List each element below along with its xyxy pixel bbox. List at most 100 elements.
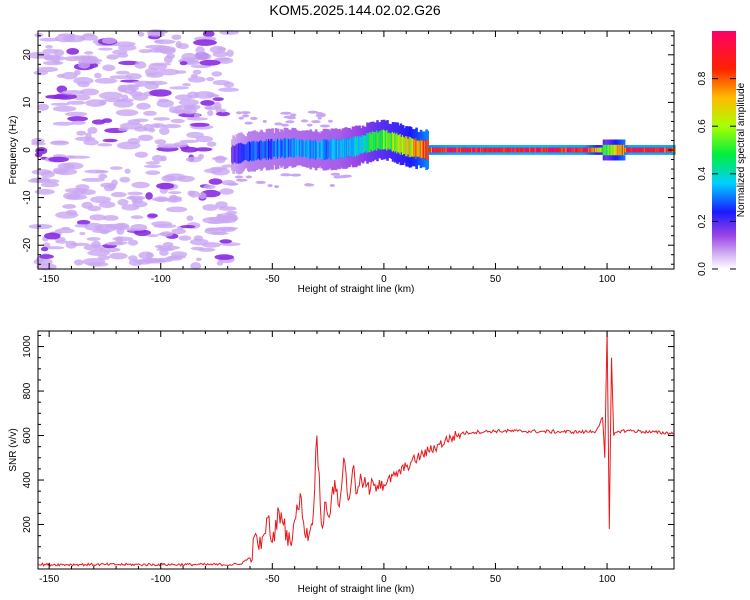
noise-cell [39,37,60,42]
noise-cell [290,113,297,117]
noise-cell [79,189,96,196]
noise-cell [116,141,141,150]
noise-cell [207,110,214,117]
noise-cell [281,123,289,127]
noise-cell [77,81,90,88]
noise-cell [87,205,102,212]
noise-cell [86,262,109,267]
noise-cell [200,100,215,106]
noise-cell [170,118,185,124]
noise-cell [63,192,81,200]
y-tick-label: 600 [22,427,33,444]
noise-cell [154,196,169,203]
noise-cell [171,228,186,235]
noise-cell [317,116,322,120]
noise-cell [315,112,324,115]
noise-cell [157,245,181,250]
noise-cell [194,147,213,152]
noise-cell [53,168,78,176]
noise-cell [166,53,175,60]
noise-cell [274,185,280,189]
noise-cell [109,252,128,260]
noise-cell [156,182,175,190]
noise-cell [137,31,145,37]
y-tick-label: 200 [22,516,33,533]
x-tick-label: 0 [381,274,387,285]
noise-cell [150,123,166,128]
x-tick-label: 100 [599,274,616,285]
noise-cell [300,119,309,123]
noise-cell [53,49,65,57]
noise-cell [174,94,193,101]
noise-cell [143,110,157,116]
noise-cell [106,54,119,60]
noise-cell [89,214,107,221]
x-tick-label: 50 [490,274,502,285]
noise-cell [210,166,228,170]
noise-cell [85,132,92,141]
noise-cell [130,215,144,220]
colorbar-tick-label: 0.2 [697,214,708,228]
noise-cell [98,201,116,208]
noise-cell [307,123,313,127]
noise-cell [44,232,61,240]
noise-cell [138,49,153,54]
noise-cell [97,255,110,261]
noise-cell [192,69,202,75]
noise-cell [189,238,209,246]
top-x-axis-label: Height of straight line (km) [298,284,415,295]
noise-cell [40,182,60,188]
noise-cell [216,47,226,51]
noise-cell [178,235,192,241]
noise-cell [98,47,113,51]
noise-cell [79,55,98,61]
bottom-axis-ticks: -150 -100 -50 0 50 100 200 400 600 800 1000 [22,331,675,585]
top-y-axis-label: Frequency (Hz) [8,116,19,185]
y-tick-label: 1000 [22,335,33,358]
noise-cell [153,117,171,121]
noise-cell [69,242,90,246]
noise-cell [218,87,240,92]
noise-cell [115,70,130,75]
noise-cell [136,102,151,110]
noise-cell [209,231,229,236]
noise-cell [91,119,106,125]
x-tick-label: -150 [39,574,59,585]
noise-cell [168,191,182,195]
noise-cell [255,180,266,184]
noise-cell [129,91,143,97]
noise-cell [87,126,98,134]
noise-cell [285,120,295,124]
noise-cell [134,61,147,69]
noise-cell [182,106,198,115]
noise-cell [250,117,258,120]
noise-cell [147,213,158,218]
noise-cell [193,112,201,119]
noise-cell [151,154,164,162]
noise-cell [321,113,326,117]
noise-cell [119,176,131,183]
noise-cell [157,68,180,76]
noise-cell [262,119,267,123]
noise-cell [117,86,126,92]
chart-title: KOM5.2025.144.02.02.G26 [269,2,440,18]
noise-cell [193,39,217,46]
y-tick-label: 10 [22,96,33,108]
noise-cell [115,109,139,117]
noise-cell [212,79,230,86]
noise-cell [132,80,155,85]
noise-cell [179,61,188,66]
noise-cell [177,43,189,50]
noise-cell [143,258,167,264]
noise-cell [154,139,167,145]
noise-cell [79,34,98,41]
noise-cell [181,52,197,61]
noise-cell [330,172,341,176]
noise-cell [333,175,342,179]
colorbar-tick-label: 0.8 [697,71,708,85]
noise-cell [193,235,204,242]
noise-cell [45,44,53,49]
noise-cell [74,259,84,266]
noise-cell [193,52,212,61]
